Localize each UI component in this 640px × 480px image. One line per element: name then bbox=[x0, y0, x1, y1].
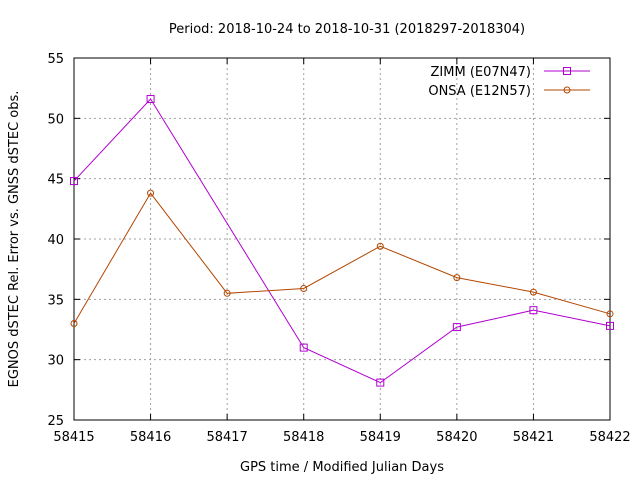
legend-label: ONSA (E12N57) bbox=[428, 84, 531, 99]
series-line bbox=[73, 192, 611, 324]
legend-marker bbox=[563, 67, 571, 75]
data-point bbox=[529, 288, 537, 296]
x-tick-label: 58419 bbox=[360, 430, 401, 445]
data-point bbox=[606, 321, 614, 330]
x-tick-label: 58417 bbox=[206, 430, 247, 445]
data-point bbox=[70, 319, 78, 327]
data-point bbox=[300, 284, 308, 292]
grid-lines bbox=[74, 58, 610, 420]
series-1 bbox=[70, 189, 614, 327]
series-0 bbox=[70, 95, 614, 387]
data-point bbox=[376, 378, 385, 387]
data-point bbox=[376, 242, 384, 250]
x-tick-label: 58418 bbox=[283, 430, 324, 445]
x-tick-label: 58415 bbox=[53, 430, 94, 445]
legend-label: ZIMM (E07N47) bbox=[431, 65, 531, 80]
y-tick-label: 30 bbox=[47, 354, 64, 369]
x-tick-label: 58422 bbox=[589, 430, 630, 445]
data-point bbox=[299, 343, 308, 352]
y-tick-label: 25 bbox=[47, 414, 64, 429]
data-point bbox=[452, 323, 461, 332]
chart-title: Period: 2018-10-24 to 2018-10-31 (201829… bbox=[169, 22, 525, 37]
legend: ZIMM (E07N47) ONSA (E12N57) bbox=[428, 65, 590, 99]
series-line bbox=[73, 98, 611, 384]
y-tick-label: 35 bbox=[47, 293, 64, 308]
data-point bbox=[606, 310, 614, 318]
x-tick-label: 58420 bbox=[436, 430, 477, 445]
legend-marker bbox=[563, 86, 571, 94]
series-layer bbox=[70, 95, 614, 387]
x-tick-label: 58421 bbox=[513, 430, 554, 445]
y-tick-label: 40 bbox=[47, 233, 64, 248]
data-point bbox=[146, 95, 155, 104]
y-tick-label: 45 bbox=[47, 173, 64, 188]
data-point bbox=[453, 274, 461, 282]
x-axis-title: GPS time / Modified Julian Days bbox=[240, 460, 444, 475]
x-tick-label: 58416 bbox=[130, 430, 171, 445]
y-tick-label: 55 bbox=[47, 52, 64, 67]
data-point bbox=[70, 177, 78, 186]
data-point bbox=[147, 189, 155, 197]
y-axis-title: EGNOS dSTEC Rel. Error vs. GNSS dSTEC ob… bbox=[7, 91, 22, 388]
data-point bbox=[529, 306, 538, 315]
y-tick-label: 50 bbox=[47, 112, 64, 127]
data-point bbox=[223, 289, 231, 297]
axis-ticks: 58415 58416 58417 58418 58419 58420 58421 58422… bbox=[47, 52, 630, 445]
